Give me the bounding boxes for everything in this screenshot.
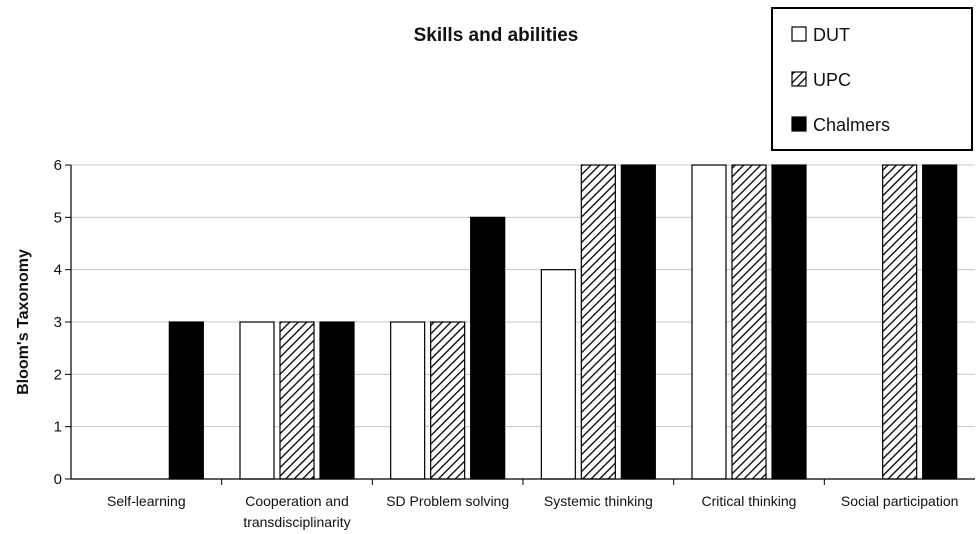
- y-tick-label: 0: [54, 471, 62, 488]
- y-tick-label: 5: [54, 209, 62, 226]
- x-category-label: SD Problem solving: [386, 493, 509, 509]
- x-category-label: Social participation: [841, 493, 959, 509]
- legend: DUT UPC Chalmers: [771, 7, 973, 151]
- gridlines: [71, 164, 975, 428]
- x-category-labels: Self-learning Cooperation and transdiscipl…: [107, 493, 958, 530]
- x-category-label: Self-learning: [107, 493, 186, 509]
- bar-dut: [691, 164, 727, 480]
- legend-label-chalmers: Chalmers: [813, 115, 890, 135]
- bars: [168, 164, 958, 480]
- y-tick-label: 1: [54, 419, 62, 436]
- x-category-label: Systemic thinking: [544, 493, 653, 509]
- bar-chalmers: [620, 164, 656, 480]
- bar-upc: [580, 164, 616, 480]
- y-tick-label: 2: [54, 366, 62, 383]
- axes: [65, 164, 975, 485]
- chart-title: Skills and abilities: [414, 25, 579, 46]
- bar-chalmers: [771, 164, 807, 480]
- bar-chalmers: [168, 321, 204, 480]
- bar-dut: [239, 321, 275, 480]
- bar-upc: [279, 321, 315, 480]
- bar-upc: [731, 164, 767, 480]
- legend-swatch-dut: [791, 26, 807, 42]
- bar-chalmers: [922, 164, 958, 480]
- legend-swatch-chalmers: [791, 116, 807, 132]
- bar-dut: [390, 321, 426, 480]
- bar-chalmers: [319, 321, 355, 480]
- bar-chalmers: [470, 216, 506, 480]
- legend-label-dut: DUT: [813, 25, 850, 45]
- bar-upc: [882, 164, 918, 480]
- legend-swatch-upc: [791, 71, 807, 87]
- y-tick-labels: 0 1 2 3 4 5 6: [54, 157, 62, 488]
- legend-items: DUT UPC Chalmers: [791, 25, 890, 135]
- x-category-label: Critical thinking: [702, 493, 797, 509]
- legend-label-upc: UPC: [813, 70, 851, 90]
- x-category-label: Cooperation and: [245, 493, 349, 509]
- bar-upc: [430, 321, 466, 480]
- bar-dut: [540, 269, 576, 480]
- x-category-label: transdisciplinarity: [243, 514, 350, 530]
- y-tick-label: 6: [54, 157, 62, 174]
- y-tick-label: 3: [54, 314, 62, 331]
- y-tick-label: 4: [54, 262, 62, 279]
- y-axis-title: Bloom's Taxonomy: [15, 249, 32, 395]
